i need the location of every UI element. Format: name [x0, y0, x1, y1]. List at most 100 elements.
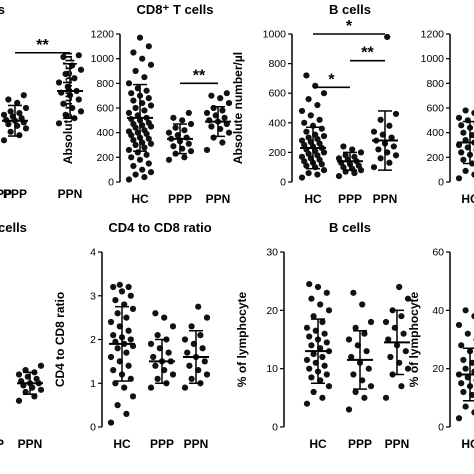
- x-tick-label: PPN: [373, 192, 398, 206]
- data-point: [225, 99, 233, 107]
- data-point: [145, 135, 152, 142]
- data-point: [219, 139, 226, 146]
- data-point: [15, 397, 23, 404]
- data-point: [165, 349, 172, 356]
- data-point: [348, 353, 355, 361]
- data-point: [181, 154, 188, 161]
- data-point: [361, 330, 368, 337]
- data-point: [127, 336, 134, 343]
- x-tick-label: PPN: [206, 192, 231, 206]
- data-point: [114, 310, 121, 317]
- data-point: [298, 137, 306, 144]
- y-axis-label: Absolute number/µl: [61, 52, 75, 164]
- significance-label: **: [193, 67, 206, 84]
- data-point: [203, 314, 211, 321]
- data-point: [471, 171, 474, 178]
- x-tick-label: PPN: [58, 187, 83, 201]
- y-axis-label: Absolute number/µl: [231, 52, 245, 164]
- data-point: [128, 154, 135, 161]
- data-point: [147, 340, 155, 347]
- data-point: [308, 342, 315, 349]
- data-point: [60, 53, 67, 61]
- y-tick-label: 2: [90, 334, 96, 346]
- data-point: [161, 314, 168, 321]
- x-tick-label: PPN: [385, 437, 410, 451]
- data-point: [319, 318, 326, 326]
- data-point: [203, 146, 211, 154]
- data-point: [349, 146, 356, 153]
- y-tick-label: 0: [272, 422, 278, 434]
- data-point: [320, 90, 328, 97]
- data-point: [152, 310, 159, 317]
- data-point: [147, 61, 155, 68]
- y-tick-label: 1000: [263, 29, 287, 41]
- data-point: [323, 371, 330, 378]
- data-point: [121, 384, 128, 391]
- panel-title: B cells: [329, 220, 371, 235]
- data-point: [303, 400, 311, 407]
- data-point: [186, 362, 193, 369]
- data-point: [139, 55, 146, 62]
- data-point: [201, 358, 208, 365]
- data-point: [458, 342, 465, 349]
- data-point: [55, 79, 63, 86]
- data-point: [125, 176, 133, 183]
- data-point: [145, 119, 152, 126]
- data-point: [314, 171, 321, 178]
- y-tick-label: 3: [90, 290, 96, 302]
- data-point: [377, 155, 384, 162]
- data-point: [152, 362, 159, 369]
- data-point: [308, 374, 315, 381]
- data-point: [298, 174, 306, 181]
- data-point: [188, 375, 195, 382]
- data-point: [15, 371, 23, 378]
- data-point: [107, 353, 115, 361]
- y-tick-label: 400: [268, 117, 286, 129]
- data-point: [187, 120, 195, 128]
- data-point: [110, 367, 117, 374]
- data-point: [460, 356, 467, 364]
- data-point: [208, 123, 215, 130]
- data-point: [314, 283, 322, 291]
- data-point: [132, 141, 139, 149]
- data-point: [125, 283, 132, 291]
- data-point: [306, 280, 313, 288]
- data-point: [210, 104, 217, 112]
- data-point: [179, 117, 186, 124]
- data-point: [125, 146, 133, 154]
- data-point: [386, 159, 393, 166]
- data-point: [221, 114, 228, 121]
- y-tick-label: 200: [96, 152, 114, 164]
- data-point: [460, 388, 467, 396]
- x-tick-label: HC: [461, 437, 474, 451]
- data-point: [130, 120, 137, 128]
- data-point: [22, 125, 30, 132]
- data-point: [143, 151, 150, 158]
- data-point: [125, 128, 133, 135]
- data-point: [386, 122, 393, 129]
- data-point: [181, 384, 189, 391]
- data-point: [185, 140, 192, 147]
- data-point: [352, 388, 359, 396]
- data-point: [14, 99, 21, 106]
- data-point: [187, 148, 195, 155]
- data-point: [340, 143, 347, 150]
- data-point: [33, 375, 40, 382]
- significance-label: **: [361, 45, 374, 62]
- x-tick-label: HC: [309, 437, 327, 451]
- data-point: [129, 393, 137, 400]
- data-point: [308, 295, 315, 302]
- data-point: [62, 111, 69, 118]
- y-tick-label: 1: [90, 378, 96, 390]
- data-point: [305, 170, 312, 177]
- data-point: [303, 356, 311, 364]
- data-point: [143, 87, 150, 94]
- x-tick-label: PP: [0, 187, 12, 201]
- y-axis-label: % of lymphocyte: [235, 292, 249, 388]
- data-point: [325, 383, 333, 390]
- y-tick-label: 400: [426, 127, 444, 139]
- data-point: [342, 152, 349, 159]
- data-point: [208, 92, 215, 99]
- data-point: [107, 419, 115, 426]
- data-point: [455, 114, 463, 121]
